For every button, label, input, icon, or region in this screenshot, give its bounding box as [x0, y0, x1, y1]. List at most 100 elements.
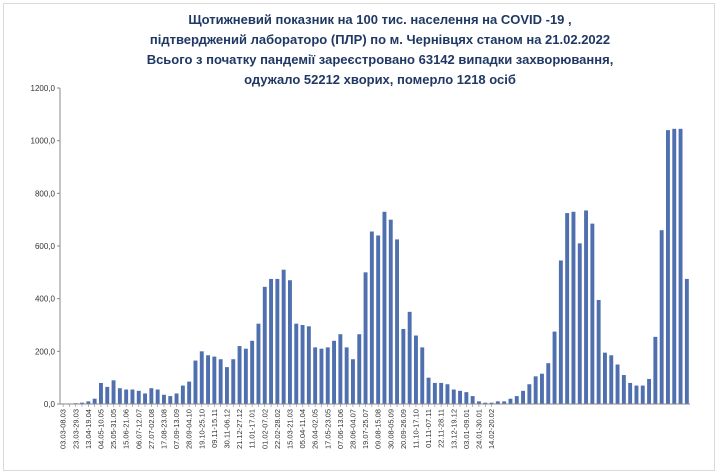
x-tick-label: 01.02-07.02 [260, 409, 269, 449]
bar [269, 278, 274, 404]
bar [546, 363, 551, 404]
x-tick-label: 26.04-02.05 [311, 409, 320, 449]
y-tick-label: 1200,0 [31, 84, 56, 93]
chart-title-line-1: Щотижневий показник на 100 тис. населенн… [188, 12, 572, 27]
x-tick-label: 30.08-05.09 [386, 409, 395, 449]
y-tick-label: 600,0 [35, 242, 56, 251]
bar [470, 396, 475, 404]
x-tick-label: 15.03-21.03 [285, 409, 294, 449]
bar [243, 348, 248, 404]
x-tick-label: 03.01-09.01 [462, 409, 471, 449]
bar [388, 219, 393, 404]
bars [61, 128, 689, 404]
x-tick-label: 07.06-13.06 [336, 409, 345, 449]
bar [584, 210, 589, 404]
bar [508, 398, 513, 404]
bar [533, 376, 538, 404]
x-tick-label: 28.09-04.10 [185, 409, 194, 449]
bar [653, 336, 658, 404]
y-tick-label: 200,0 [35, 347, 56, 356]
bar [483, 402, 488, 404]
x-tick-label: 13.12-19.12 [449, 409, 458, 449]
bar [92, 398, 97, 404]
bar [634, 385, 639, 404]
bar [313, 347, 318, 404]
x-tick-label: 13.04-19.04 [84, 409, 93, 449]
x-tick-label: 09.11-15.11 [210, 409, 219, 448]
bar [212, 356, 217, 404]
bar [407, 311, 412, 404]
bar [552, 331, 557, 404]
x-tick-label: 06.07-12.07 [134, 409, 143, 449]
chart-title-line-3: Всього з початку пандемії зареєстровано … [146, 52, 614, 67]
bar [426, 377, 431, 404]
bar [565, 213, 570, 404]
bar [237, 346, 242, 404]
bar [363, 272, 368, 404]
bar [514, 396, 519, 404]
bar [609, 355, 614, 404]
x-tick-label: 20.09-26.09 [399, 409, 408, 449]
bar [420, 347, 425, 404]
x-tick-label: 07.09-13.09 [172, 409, 181, 449]
x-tick-label: 01.11-07.11 [424, 409, 433, 448]
x-tick-label: 28.06-04.07 [348, 409, 357, 449]
bar [256, 323, 261, 404]
bar [445, 384, 450, 404]
bar [357, 334, 362, 404]
bar [105, 386, 110, 404]
y-tick-label: 800,0 [35, 189, 56, 198]
bar [477, 401, 481, 404]
bar [319, 348, 324, 404]
bar [401, 328, 406, 404]
x-tick-label: 05.04-11.04 [298, 409, 307, 448]
bar [495, 401, 500, 404]
bar [162, 394, 166, 404]
bar [376, 235, 381, 404]
bar [615, 364, 620, 404]
chart-title-line-2: підтверджений лабораторо (ПЛР) по м. Чер… [149, 32, 611, 47]
x-tick-label: 22.11-28.11 [437, 409, 446, 448]
x-tick-label: 19.07-25.07 [361, 409, 370, 449]
bar [231, 359, 236, 404]
bar [647, 378, 652, 404]
bar [464, 392, 469, 404]
bar [621, 375, 626, 404]
x-tick-label: 17.08-23.08 [159, 409, 168, 449]
bar [603, 352, 607, 404]
bar [149, 388, 154, 404]
x-tick-label: 23.03-29.03 [71, 409, 80, 449]
x-tick-label: 11.01-17.01 [248, 409, 257, 448]
bar [174, 393, 179, 404]
bar [275, 278, 280, 404]
x-tick-label: 04.05-10.05 [96, 409, 105, 449]
bar [382, 211, 387, 404]
bar [130, 389, 135, 404]
bar [684, 278, 689, 404]
bar [369, 231, 374, 404]
x-axis: 03.03-08.03 23.03-29.03 13.04-19.04 04.05-1… [59, 403, 690, 449]
y-tick-label: 1000,0 [31, 137, 56, 146]
bar [458, 390, 463, 404]
chart-title-line-4: одужало 52212 хворих, померло 1218 осіб [244, 72, 516, 87]
x-tick-label: 17.05-23.05 [323, 409, 332, 449]
bar [540, 373, 544, 404]
bar [250, 340, 255, 404]
bar [262, 286, 267, 404]
bar [80, 402, 85, 404]
x-tick-label: 14.02-20.02 [487, 409, 496, 449]
x-tick-label: 25.05-31.05 [109, 409, 118, 449]
x-tick-label: 09.08-15.08 [374, 409, 383, 449]
bar [577, 243, 582, 404]
x-tick-label: 15.06-21.06 [122, 409, 131, 449]
bar [338, 334, 343, 404]
y-tick-label: 0,0 [44, 400, 56, 409]
bar [155, 389, 160, 404]
bar [136, 390, 141, 404]
x-tick-label: 11.10-17.10 [411, 409, 420, 448]
x-tick-label: 21.12-27.12 [235, 409, 244, 449]
bar [124, 389, 129, 404]
bar [521, 390, 526, 404]
bar [199, 351, 204, 404]
bar [672, 128, 677, 404]
